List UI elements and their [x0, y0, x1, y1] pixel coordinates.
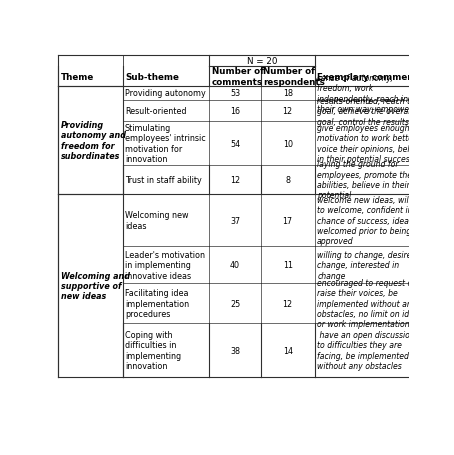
Text: 11: 11	[283, 261, 293, 270]
Text: Number of
respondents: Number of respondents	[263, 67, 325, 86]
Text: Theme: Theme	[61, 72, 94, 81]
Text: Exemplary comments: Exemplary comments	[317, 72, 423, 81]
Text: Coping with
difficulties in
implementing
innovation: Coping with difficulties in implementing…	[125, 330, 181, 370]
Text: 18: 18	[283, 89, 293, 98]
Text: sense of autonomy,
freedom, work
independently, reach in
their own way, empower: sense of autonomy, freedom, work indepen…	[317, 74, 412, 114]
Text: N = 20: N = 20	[247, 57, 277, 66]
Text: Number of
comments: Number of comments	[212, 67, 264, 86]
Text: 12: 12	[230, 175, 240, 184]
Text: 16: 16	[230, 107, 240, 116]
Text: Sub-theme: Sub-theme	[125, 72, 179, 81]
Text: 10: 10	[283, 139, 293, 148]
Text: Trust in staff ability: Trust in staff ability	[125, 175, 202, 184]
Text: 38: 38	[230, 346, 240, 355]
Text: 8: 8	[285, 175, 290, 184]
Text: 37: 37	[230, 216, 240, 225]
Text: 53: 53	[230, 89, 240, 98]
Text: 14: 14	[283, 346, 293, 355]
Text: 12: 12	[283, 107, 293, 116]
Text: Leader's motivation
in implementing
innovative ideas: Leader's motivation in implementing inno…	[125, 250, 205, 280]
Text: encouraged to request or
raise their voices, be
implemented without any
obstacle: encouraged to request or raise their voi…	[317, 278, 423, 329]
Text: 40: 40	[230, 261, 240, 270]
Text: 25: 25	[230, 299, 240, 308]
Text: Facilitating idea
implementation
procedures: Facilitating idea implementation procedu…	[125, 288, 189, 318]
Text: have an open discussion as
to difficulties they are
facing, be implemented
witho: have an open discussion as to difficulti…	[317, 330, 426, 370]
Text: Welcoming and
supportive of
new ideas: Welcoming and supportive of new ideas	[61, 271, 130, 301]
Text: Welcoming new
ideas: Welcoming new ideas	[125, 211, 188, 230]
Text: 17: 17	[283, 216, 293, 225]
Text: welcome new ideas, willing
to welcome, confident in the
chance of success, ideas: welcome new ideas, willing to welcome, c…	[317, 195, 428, 246]
Text: laying the ground for
employees, promote their
abilities, believe in their
poten: laying the ground for employees, promote…	[317, 160, 417, 200]
Text: Providing
autonomy and
freedom for
subordinates: Providing autonomy and freedom for subor…	[61, 121, 126, 161]
Text: willing to change, desire to
change, interested in
change: willing to change, desire to change, int…	[317, 250, 422, 280]
Text: Providing autonomy: Providing autonomy	[125, 89, 206, 98]
Text: Result-oriented: Result-oriented	[125, 107, 187, 116]
Text: results-oriented, reach the
goal, achieve the overall
goal, control the results: results-oriented, reach the goal, achiev…	[317, 96, 420, 126]
Text: 54: 54	[230, 139, 240, 148]
Text: give employees enough
motivation to work better,
voice their opinions, believe
i: give employees enough motivation to work…	[317, 124, 426, 164]
Text: 12: 12	[283, 299, 293, 308]
Text: Stimulating
employees' intrinsic
motivation for
innovation: Stimulating employees' intrinsic motivat…	[125, 124, 206, 164]
